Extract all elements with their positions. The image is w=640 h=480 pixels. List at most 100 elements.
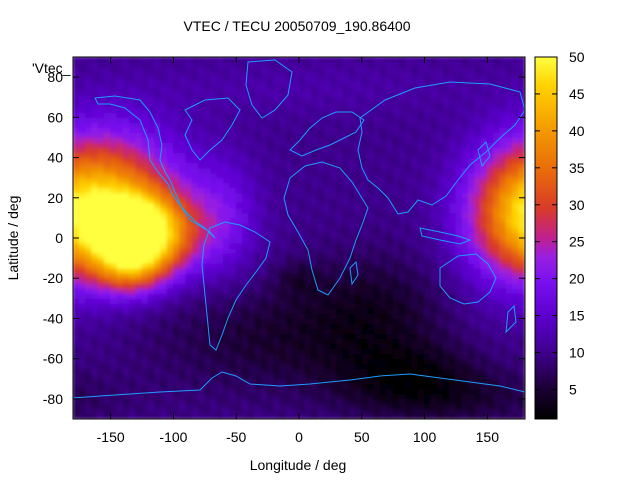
heat-cell xyxy=(85,373,93,380)
heat-cell xyxy=(267,277,275,284)
heat-cell xyxy=(166,307,174,314)
heat-cell xyxy=(78,121,87,128)
heat-cell xyxy=(380,192,388,199)
heat-cell xyxy=(355,287,363,294)
heat-cell xyxy=(116,172,124,179)
heat-cell xyxy=(511,257,520,264)
heat-cell xyxy=(348,333,356,340)
heat-cell xyxy=(361,333,369,340)
heat-cell xyxy=(191,317,200,324)
heat-cell xyxy=(110,96,118,103)
heat-cell xyxy=(392,136,400,143)
heat-cell xyxy=(367,403,375,410)
heat-cell xyxy=(386,86,394,93)
heat-cell xyxy=(480,157,488,164)
heat-cell xyxy=(223,322,231,329)
heat-cell xyxy=(449,338,457,345)
heat-cell xyxy=(279,333,287,340)
heat-cell xyxy=(242,363,250,370)
heat-cell xyxy=(367,242,375,249)
heat-cell xyxy=(198,343,206,350)
heat-cell xyxy=(216,383,225,390)
heat-cell xyxy=(198,106,206,113)
heat-cell xyxy=(285,292,294,299)
heat-cell xyxy=(210,277,218,284)
heat-cell xyxy=(242,147,250,154)
heat-cell xyxy=(329,106,338,113)
heat-cell xyxy=(154,403,162,410)
heat-cell xyxy=(185,222,193,229)
heat-cell xyxy=(455,227,463,234)
heat-cell xyxy=(493,237,501,244)
heat-cell xyxy=(78,317,87,324)
heat-cell xyxy=(103,192,112,199)
heat-cell xyxy=(436,378,444,385)
heat-cell xyxy=(235,197,243,204)
heat-cell xyxy=(304,101,313,108)
heat-cell xyxy=(380,373,388,380)
heat-cell xyxy=(424,106,432,113)
heat-cell xyxy=(499,252,507,259)
heat-cell xyxy=(147,106,156,113)
heat-cell xyxy=(380,222,388,229)
heat-cell xyxy=(417,368,426,375)
heat-cell xyxy=(486,101,495,108)
heat-cell xyxy=(505,267,513,274)
heat-cell xyxy=(216,297,225,304)
heat-cell xyxy=(147,353,156,360)
heat-cell xyxy=(135,252,143,259)
heat-cell xyxy=(135,338,143,345)
heat-cell xyxy=(461,172,469,179)
heat-cell xyxy=(191,71,200,78)
heat-cell xyxy=(329,312,338,319)
heat-cell xyxy=(129,212,137,219)
heat-cell xyxy=(216,212,225,219)
heat-cell xyxy=(436,322,444,329)
heat-cell xyxy=(198,182,206,189)
heat-cell xyxy=(166,147,174,154)
heat-cell xyxy=(511,131,520,138)
heat-cell xyxy=(367,413,375,419)
heat-cell xyxy=(304,157,313,164)
heat-cell xyxy=(97,192,105,199)
heat-cell xyxy=(518,403,525,410)
heat-cell xyxy=(493,247,501,254)
heat-cell xyxy=(141,297,149,304)
heat-cell xyxy=(436,111,444,118)
heat-cell xyxy=(141,172,149,179)
heat-cell xyxy=(122,262,130,269)
heat-cell xyxy=(430,136,438,143)
heat-cell xyxy=(298,96,306,103)
heat-cell xyxy=(78,106,87,113)
heat-cell xyxy=(198,413,206,419)
heat-cell xyxy=(267,343,275,350)
heat-cell xyxy=(273,358,281,365)
heat-cell xyxy=(367,167,375,174)
heat-cell xyxy=(298,187,306,194)
heat-cell xyxy=(78,287,87,294)
heat-cell xyxy=(91,187,99,194)
heat-cell xyxy=(411,202,419,209)
heat-cell xyxy=(154,388,162,395)
heat-cell xyxy=(499,348,507,355)
heat-cell xyxy=(248,141,256,148)
heat-cell xyxy=(392,247,400,254)
heat-cell xyxy=(160,292,168,299)
heat-cell xyxy=(141,131,149,138)
heat-cell xyxy=(242,413,250,419)
heat-cell xyxy=(204,81,212,88)
heat-cell xyxy=(85,111,93,118)
heat-cell xyxy=(103,157,112,164)
heat-cell xyxy=(135,363,143,370)
heat-cell xyxy=(103,147,112,154)
heat-cell xyxy=(129,71,137,78)
heat-cell xyxy=(298,348,306,355)
heat-cell xyxy=(122,147,130,154)
heat-cell xyxy=(480,217,488,224)
heat-cell xyxy=(342,162,350,169)
heat-cell xyxy=(386,267,394,274)
heat-cell xyxy=(198,247,206,254)
heat-cell xyxy=(116,71,124,78)
heat-cell xyxy=(392,383,400,390)
heat-cell xyxy=(367,152,375,159)
